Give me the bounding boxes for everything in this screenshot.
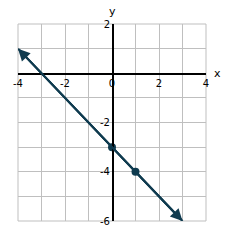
svg-text:-4: -4 <box>13 78 23 89</box>
svg-text:-2: -2 <box>100 117 110 128</box>
svg-text:4: 4 <box>203 78 209 89</box>
svg-text:-2: -2 <box>60 78 70 89</box>
svg-text:2: 2 <box>156 78 162 89</box>
svg-text:y: y <box>109 5 116 18</box>
svg-text:-6: -6 <box>100 216 110 227</box>
svg-text:-4: -4 <box>100 166 110 177</box>
svg-text:x: x <box>214 67 221 80</box>
svg-text:2: 2 <box>104 19 110 30</box>
svg-text:0: 0 <box>109 78 115 89</box>
